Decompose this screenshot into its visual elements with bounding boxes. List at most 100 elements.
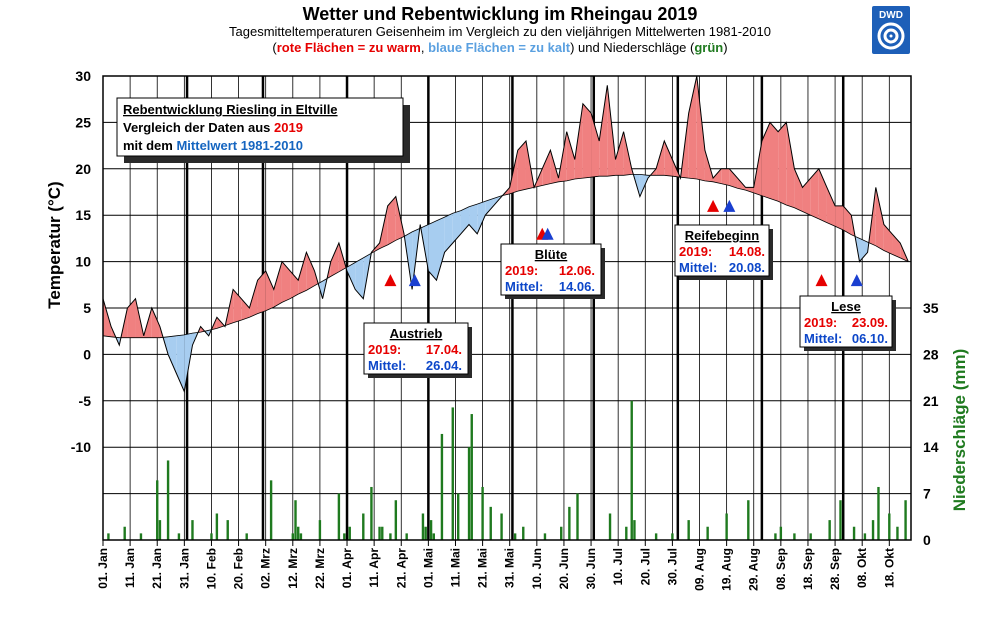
y2-tick-label: 35 bbox=[923, 300, 939, 316]
precip-bar bbox=[299, 533, 303, 540]
box-austrieb-row1-value: 17.04. bbox=[426, 342, 462, 357]
warm-area bbox=[729, 168, 738, 189]
cold-area bbox=[859, 238, 868, 262]
precip-bar bbox=[793, 533, 796, 540]
warm-area bbox=[892, 233, 901, 258]
legend-line-2-year: 2019 bbox=[274, 120, 303, 135]
precip-bar bbox=[839, 500, 842, 540]
marker-mean bbox=[541, 227, 554, 240]
warm-area bbox=[233, 289, 242, 323]
warm-area bbox=[273, 261, 282, 308]
precip-bar bbox=[774, 533, 777, 540]
box-reifebeginn-row2-value: 20.08. bbox=[729, 260, 765, 275]
box-bluete-row2-label: Mittel: bbox=[505, 279, 543, 294]
x-tick-label: 30. Jun bbox=[584, 548, 598, 589]
precip-bar bbox=[706, 526, 709, 540]
precip-bar bbox=[348, 526, 351, 540]
precip-bar bbox=[654, 533, 658, 540]
warm-area bbox=[875, 187, 884, 251]
precip-bar bbox=[671, 533, 674, 540]
box-lese-row2-label: Mittel: bbox=[804, 331, 842, 346]
precip-bar bbox=[394, 500, 398, 540]
marker-mean bbox=[723, 199, 736, 212]
box-lese-row1-value: 23.09. bbox=[852, 315, 888, 330]
precip-bar bbox=[896, 526, 899, 540]
cold-area bbox=[168, 335, 177, 373]
warm-area bbox=[306, 252, 315, 291]
warm-area bbox=[127, 298, 136, 338]
precip-bar bbox=[608, 513, 612, 540]
warm-area bbox=[582, 103, 592, 179]
warm-area bbox=[745, 187, 754, 193]
cold-area bbox=[355, 257, 364, 299]
y2-tick-label: 28 bbox=[923, 346, 939, 362]
warm-area bbox=[615, 131, 624, 176]
warm-area bbox=[810, 168, 819, 219]
legend-line-1: Rebentwicklung Riesling in Eltville bbox=[123, 102, 338, 117]
x-tick-label: 10. Jun bbox=[530, 548, 544, 589]
x-tick-label: 21. Mai bbox=[476, 548, 490, 588]
chart-subtitle-2: (rote Flächen = zu warm, blaue Flächen =… bbox=[272, 40, 727, 55]
precip-bar bbox=[904, 500, 907, 540]
precip-bar bbox=[139, 533, 143, 540]
warm-area bbox=[103, 298, 112, 337]
warm-area bbox=[517, 140, 526, 192]
x-tick-label: 20. Feb bbox=[232, 548, 246, 589]
x-tick-label: 02. Mrz bbox=[259, 548, 273, 589]
y-axis-label: Temperatur (°C) bbox=[45, 181, 64, 308]
cold-area bbox=[460, 206, 470, 234]
x-tick-label: 31. Jan bbox=[177, 548, 191, 589]
precip-bar bbox=[378, 526, 381, 540]
y-tick-label: 20 bbox=[75, 161, 91, 177]
marker-mean bbox=[408, 274, 421, 287]
legend-line-2-prefix: Vergleich der Daten aus bbox=[123, 120, 274, 135]
precip-bar bbox=[871, 520, 875, 540]
y2-tick-label: 21 bbox=[923, 393, 939, 409]
y-tick-label: 10 bbox=[75, 254, 91, 270]
precip-bar bbox=[456, 493, 460, 540]
precip-bar bbox=[166, 460, 170, 540]
x-tick-label: 12. Mrz bbox=[286, 548, 300, 589]
x-tick-label: 18. Okt bbox=[882, 548, 896, 588]
precip-bar bbox=[522, 526, 525, 540]
precip-bar bbox=[747, 500, 750, 540]
precip-bar bbox=[424, 526, 427, 540]
box-lese-title: Lese bbox=[831, 299, 861, 314]
x-tick-label: 21. Apr bbox=[394, 548, 408, 589]
precip-bar bbox=[481, 486, 484, 540]
y2-tick-label: 7 bbox=[923, 486, 931, 502]
legend-line-3-prefix: mit dem bbox=[123, 138, 176, 153]
precip-bar bbox=[245, 533, 248, 540]
box-reifebeginn-row1-label: 2019: bbox=[679, 244, 712, 259]
box-reifebeginn-row2-label: Mittel: bbox=[679, 260, 717, 275]
x-tick-label: 22. Mrz bbox=[313, 548, 327, 589]
box-austrieb-row2-value: 26.04. bbox=[426, 358, 462, 373]
box-austrieb-row2-label: Mittel: bbox=[368, 358, 406, 373]
precip-bar bbox=[779, 526, 783, 540]
warm-area bbox=[818, 168, 827, 223]
subtitle-red: rote Flächen = zu warm bbox=[277, 40, 421, 55]
y2-tick-label: 0 bbox=[923, 532, 931, 548]
warm-area bbox=[542, 150, 551, 186]
warm-area bbox=[802, 178, 811, 216]
box-austrieb-row1-label: 2019: bbox=[368, 342, 401, 357]
box-lese: Lese 2019: 23.09. Mittel: 06.10. bbox=[799, 295, 896, 351]
precip-bar bbox=[123, 526, 126, 540]
box-bluete-title: Blüte bbox=[535, 247, 568, 262]
warm-area bbox=[664, 140, 673, 177]
warm-area bbox=[794, 168, 803, 212]
box-reifebeginn: Reifebeginn 2019: 14.08. Mittel: 20.08. bbox=[674, 224, 773, 280]
plot-frame bbox=[102, 75, 912, 541]
subtitle-open: ( bbox=[272, 40, 277, 55]
warm-area bbox=[770, 122, 779, 202]
marker-2019 bbox=[384, 274, 397, 287]
warm-area bbox=[265, 270, 274, 311]
marker-mean bbox=[850, 274, 863, 287]
x-tick-label: 28. Sep bbox=[828, 548, 842, 590]
y-tick-label: 0 bbox=[83, 346, 91, 362]
precip-bar bbox=[432, 533, 435, 540]
precip-bar bbox=[489, 506, 492, 540]
x-tick-label: 11. Jan bbox=[123, 548, 137, 588]
precip-bar bbox=[568, 506, 571, 540]
